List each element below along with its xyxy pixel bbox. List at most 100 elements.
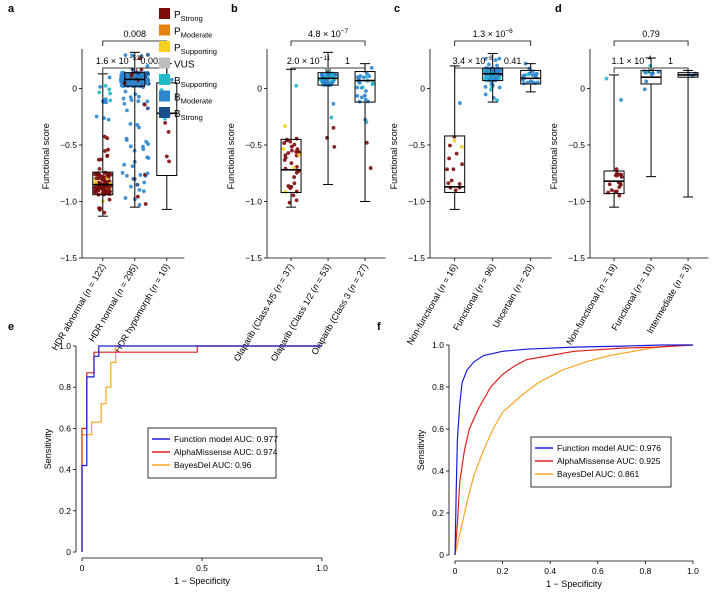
y-tick-label: 0 xyxy=(72,84,77,94)
data-point xyxy=(93,172,97,177)
data-point xyxy=(129,73,134,77)
bracket-line xyxy=(290,40,366,46)
data-point xyxy=(106,117,111,122)
data-point xyxy=(494,68,499,73)
legend-label: PModerate xyxy=(174,27,212,40)
legend-label: BayesDel AUC: 0.96 xyxy=(174,460,252,470)
y-tick-label: −1.5 xyxy=(60,253,77,263)
data-point xyxy=(644,79,649,84)
legend-label: Function model AUC: 0.976 xyxy=(557,443,661,453)
data-point xyxy=(331,101,336,106)
roc-curve xyxy=(454,344,694,556)
data-point xyxy=(93,180,98,184)
data-point xyxy=(281,147,286,151)
data-point xyxy=(619,172,623,177)
data-point xyxy=(138,173,143,177)
data-point xyxy=(535,80,540,85)
data-point xyxy=(360,85,365,90)
roc-curve xyxy=(454,344,693,556)
data-point xyxy=(163,121,168,125)
data-point xyxy=(355,85,360,90)
comparison-bracket: 0.002 xyxy=(136,56,168,73)
data-point xyxy=(533,74,538,79)
roc-curve xyxy=(81,345,322,552)
data-point xyxy=(489,74,493,78)
data-point xyxy=(494,76,499,81)
box xyxy=(603,170,625,195)
y-tick-label: 0 xyxy=(66,547,71,557)
data-point xyxy=(522,73,527,78)
panel-b: b 0 −0.5 −1.0 −1.5 Functional score Olaparib (… xyxy=(226,3,386,363)
y-tick-label: 0.6 xyxy=(59,423,71,433)
data-point xyxy=(122,101,127,106)
y-tick-label: 0.4 xyxy=(59,465,71,475)
legend-label: PStrong xyxy=(174,10,203,23)
data-point xyxy=(457,101,462,105)
data-point xyxy=(613,189,618,194)
data-point xyxy=(291,193,296,198)
data-point xyxy=(146,156,151,160)
data-point xyxy=(359,95,364,100)
y-tick-label: 0 xyxy=(580,84,585,94)
data-point xyxy=(135,194,140,199)
data-point xyxy=(123,53,128,58)
y-tick-label: −1.0 xyxy=(245,197,262,207)
data-point xyxy=(133,92,138,97)
y-axis-label: Functional score xyxy=(389,123,399,189)
data-point xyxy=(107,87,112,92)
y-tick-label: −0.5 xyxy=(60,140,77,150)
y-tick-label: 1.0 xyxy=(59,341,71,351)
data-point xyxy=(106,174,111,179)
x-tick-label: Non-functional (n = 19) xyxy=(564,262,619,347)
x-tick-label: 0.6 xyxy=(592,566,604,576)
data-point xyxy=(289,148,294,153)
box-group: Functional (n = 10) xyxy=(609,57,662,332)
data-point xyxy=(282,141,287,145)
x-tick-label: 0.5 xyxy=(196,563,208,573)
data-point xyxy=(604,76,609,81)
data-point xyxy=(143,202,148,206)
data-point xyxy=(329,115,334,120)
box-group: Non-functional (n = 19) xyxy=(564,74,625,347)
data-point xyxy=(145,64,150,68)
data-point xyxy=(370,82,375,86)
p-value-label: 0.41 xyxy=(504,56,522,66)
data-point xyxy=(107,75,112,80)
data-point xyxy=(128,95,133,100)
data-point xyxy=(452,138,457,143)
data-point xyxy=(614,167,619,171)
box-group: Olaparib (Class 3 (n = 27) xyxy=(309,63,376,356)
x-tick-label: HDR abnormal (n = 122) xyxy=(50,262,108,352)
y-tick-label: −0.5 xyxy=(568,140,585,150)
class-legend: PStrong PModerate PSupporting VUS BSupportin… xyxy=(159,8,217,122)
data-point xyxy=(98,186,102,191)
y-tick-label: 0 xyxy=(420,84,425,94)
data-point xyxy=(106,147,110,152)
data-point xyxy=(141,189,146,194)
data-point xyxy=(123,196,128,200)
data-point xyxy=(97,173,102,178)
data-point xyxy=(145,171,150,176)
y-tick-label: 0.8 xyxy=(59,382,71,392)
data-point xyxy=(121,73,126,77)
legend-label: BSupporting xyxy=(174,76,217,89)
legend-swatch xyxy=(159,74,170,85)
data-point xyxy=(618,181,623,186)
data-point xyxy=(120,83,125,88)
data-point xyxy=(526,72,530,77)
data-point xyxy=(144,139,149,144)
data-point xyxy=(617,193,622,198)
x-tick-label: 0 xyxy=(80,563,85,573)
data-point xyxy=(101,174,105,179)
data-point xyxy=(145,99,150,104)
comparison-bracket: 0.008 xyxy=(102,29,168,46)
data-point xyxy=(167,159,171,164)
data-point xyxy=(493,58,498,63)
bracket-line xyxy=(613,67,650,73)
x-tick-label: 0 xyxy=(453,566,458,576)
legend-swatch xyxy=(159,8,170,19)
data-point xyxy=(489,81,494,86)
data-point xyxy=(108,91,112,96)
y-tick-label: −1.5 xyxy=(245,253,262,263)
comparison-bracket: 1 xyxy=(329,56,366,73)
